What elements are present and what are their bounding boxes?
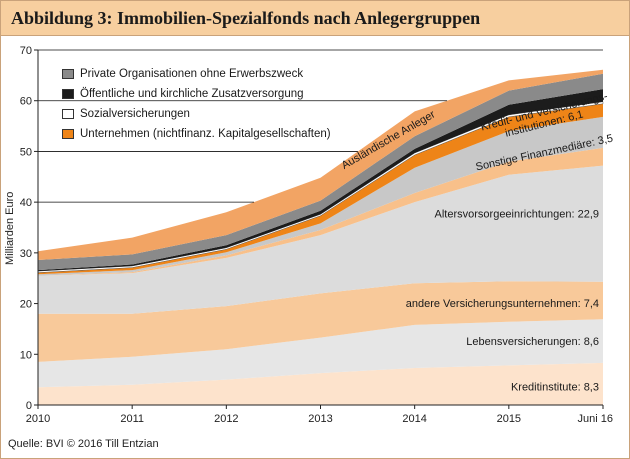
legend-item-sozialversicherungen: Sozialversicherungen xyxy=(62,104,331,124)
area-kredit-und-versicherungsinstitutionen xyxy=(38,116,603,276)
grid-layer xyxy=(38,49,603,203)
legend-swatch xyxy=(62,69,74,79)
y-tick-label: 50 xyxy=(20,146,32,158)
title-bar: Abbildung 3: Immobilien-Spezialfonds nac… xyxy=(1,1,629,36)
annotation-lebensversicherungen: Lebensversicherungen: 8,6 xyxy=(466,336,599,348)
annotation-andere-versicherungsunternehmen: andere Versicherungsunternehmen: 7,4 xyxy=(406,298,599,310)
area-private-organisationen xyxy=(38,73,603,271)
x-tick-label: 2015 xyxy=(497,413,521,425)
area-sonstige-finanzmediaere xyxy=(38,147,603,276)
legend-item-oeffentliche-zusatzversorgung: Öffentliche und kirchliche Zusatzversorg… xyxy=(62,84,331,104)
y-tick-label: 10 xyxy=(20,349,32,361)
y-tick-label: 30 xyxy=(20,248,32,260)
legend-swatch xyxy=(62,89,74,99)
axis-layer: 0 10 20 30 40 50 60 70 2010 2011 2012 2013 2014 2015 J… xyxy=(20,45,613,425)
y-tick-label: 20 xyxy=(20,299,32,311)
y-tick-label: 40 xyxy=(20,197,32,209)
legend-item-unternehmen: Unternehmen (nichtfinanz. Kapitalgesells… xyxy=(62,124,331,144)
x-tick-label: 2014 xyxy=(402,413,426,425)
y-tick-label: 0 xyxy=(26,400,32,412)
x-tick-label: 2011 xyxy=(120,413,144,425)
legend-item-private-organisationen: Private Organisationen ohne Erwerbszweck xyxy=(62,64,331,84)
legend-label: Unternehmen (nichtfinanz. Kapitalgesells… xyxy=(80,128,331,140)
area-lebensversicherungen xyxy=(38,319,603,388)
y-axis-label: Milliarden Euro xyxy=(4,191,16,265)
area-unternehmen xyxy=(38,103,603,275)
x-tick-label: 2012 xyxy=(214,413,238,425)
area-altersvorsorgeeinrichtungen xyxy=(38,165,603,314)
x-tick-label: 2013 xyxy=(308,413,332,425)
x-tick-label: 2010 xyxy=(26,413,50,425)
y-tick-label: 60 xyxy=(20,96,32,108)
area-kreditinstitute xyxy=(38,362,603,405)
area-oeffentliche-zusatzversorgung xyxy=(38,89,603,272)
x-tick-label: Juni 16 xyxy=(578,413,613,425)
chart-title: Abbildung 3: Immobilien-Spezialfonds nac… xyxy=(11,8,481,28)
legend-label: Sozialversicherungen xyxy=(80,108,190,120)
y-tick-label: 70 xyxy=(20,45,32,57)
annotation-kreditinstitute: Kreditinstitute: 8,3 xyxy=(511,381,599,393)
legend-swatch xyxy=(62,129,74,139)
source-note: Quelle: BVI © 2016 Till Entzian xyxy=(8,438,159,450)
legend-label: Öffentliche und kirchliche Zusatzversorg… xyxy=(80,88,304,100)
areas-layer xyxy=(37,69,604,405)
legend-swatch xyxy=(62,109,74,119)
area-andere-versicherungsunternehmen xyxy=(38,281,603,362)
legend: Private Organisationen ohne Erwerbszweck… xyxy=(62,64,331,144)
annotation-altersvorsorgeeinrichtungen: Altersvorsorgeeinrichtungen: 22,9 xyxy=(435,209,599,221)
legend-label: Private Organisationen ohne Erwerbszweck xyxy=(80,68,304,80)
